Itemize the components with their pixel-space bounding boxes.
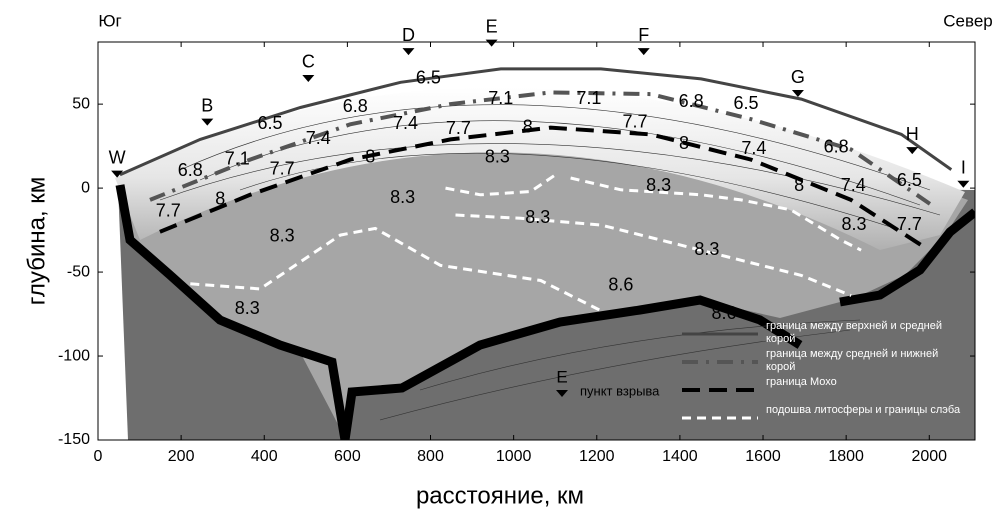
contour-label: 6.8 [679,91,704,111]
legend-shot-label: пункт взрыва [580,383,660,398]
legend-label: подошва литосферы и границы слэба [766,404,966,417]
shotpoint-label: I [961,157,966,177]
contour-label: 8 [794,175,804,195]
contour-label: 6.5 [897,170,922,190]
shotpoint-label: E [486,16,498,36]
x-tick-label: 400 [251,448,278,465]
contour-label: 7.4 [306,128,331,148]
x-tick-label: 200 [168,448,195,465]
contour-label: 6.5 [733,93,758,113]
contour-label: 6.5 [258,113,283,133]
legend-label-box: подошва литосферы и границы слэба [766,404,966,434]
legend-label: граница Мохо [766,376,966,389]
shotpoint-label: F [638,25,649,45]
contour-label: 8.6 [608,274,633,294]
contour-label: 8 [365,147,375,167]
y-tick-label: -50 [67,263,90,280]
contour-label: 6.8 [343,96,368,116]
chart: 6.5 6.5 6.5 6.5 6.8 6.8 6.8 6.8 7.1 7.1 7.1 7.4 7.4 7… [0,0,1000,515]
contour-label: 7.7 [270,158,295,178]
x-tick-label: 600 [334,448,361,465]
shotpoint-label: W [109,147,126,167]
contour-label: 6.5 [416,68,441,88]
x-tick-label: 1200 [579,448,615,465]
legend-label-box: граница между верхней и средней корой [766,320,966,350]
y-tick-label: -100 [58,347,90,364]
contour-label: 7.1 [576,88,601,108]
y-tick-label: 50 [72,95,90,112]
south-label: Юг [98,11,121,30]
north-label: Север [943,11,992,30]
contour-label: 7.7 [622,111,647,131]
legend-label-box: граница между средней и нижней корой [766,348,966,378]
shotpoint-label: H [906,124,919,144]
contour-label: 8.3 [485,147,510,167]
contour-label: 8.3 [694,239,719,259]
contour-label: 8 [215,189,225,209]
x-axis-label: расстояние, км [416,482,584,509]
shotpoint-label: D [402,25,415,45]
shotpoint-label: C [302,52,315,72]
contour-label: 7.7 [446,118,471,138]
shotpoint-label: G [791,67,805,87]
contour-label: 8.3 [390,187,415,207]
x-tick-label: 2000 [911,448,947,465]
legend-label: граница между средней и нижней корой [766,348,966,374]
x-tick-label: 1800 [828,448,864,465]
contour-label: 8.3 [235,298,260,318]
contour-label: 7.7 [897,214,922,234]
contour-label: 8.3 [646,175,671,195]
contour-label: 7.1 [225,148,250,168]
x-tick-label: 0 [94,448,103,465]
contour-label: 8.6 [711,303,736,323]
contour-label: 8 [679,133,689,153]
contour-label: 8.3 [525,207,550,227]
contour-label: 6.8 [178,160,203,180]
legend-shot-letter: E [556,367,567,386]
contour-label: 8 [523,116,533,136]
contour-label: 7.4 [841,175,866,195]
x-tick-label: 1400 [662,448,698,465]
contour-label: 7.1 [488,88,513,108]
x-tick-label: 800 [417,448,444,465]
y-tick-label: 0 [81,179,90,196]
x-tick-label: 1600 [745,448,781,465]
shotpoint-label: B [201,95,213,115]
contour-label: 7.4 [393,113,418,133]
y-axis-label: глубина, км [23,177,50,306]
contour-label: 7.4 [741,138,766,158]
x-tick-label: 1000 [496,448,532,465]
legend-label: граница между верхней и средней корой [766,320,966,346]
contour-label: 6.8 [824,137,849,157]
y-tick-label: -150 [58,431,90,448]
contour-label: 7.7 [156,200,181,220]
contour-label: 8.3 [842,214,867,234]
contour-label: 8.3 [270,226,295,246]
legend-label-box: граница Мохо [766,376,966,406]
